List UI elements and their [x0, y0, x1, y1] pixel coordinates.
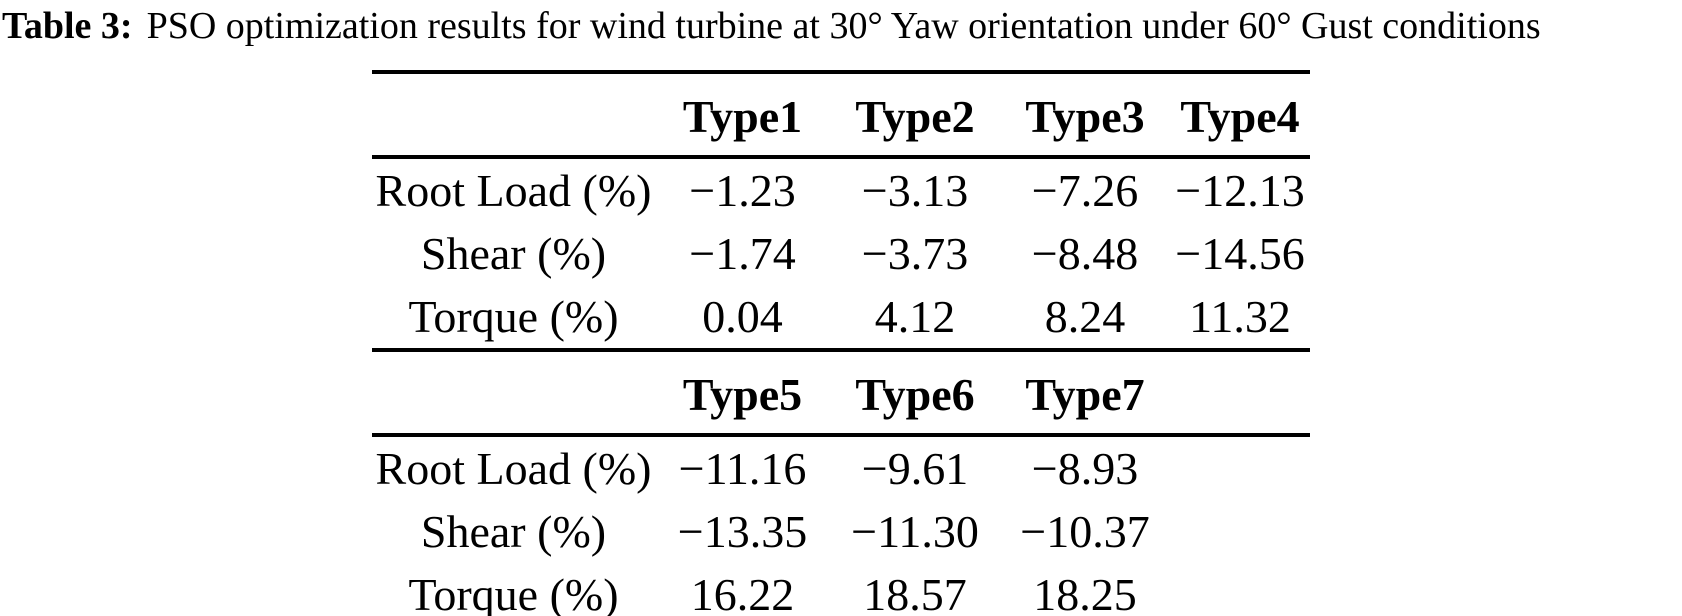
table-caption-label: Table 3:	[2, 5, 133, 47]
table-cell: 18.25	[1033, 569, 1137, 616]
table-cell: 0.04	[702, 291, 783, 342]
row-label: Shear (%)	[420, 506, 607, 557]
column-header-empty	[372, 350, 655, 435]
table-caption-text: PSO optimization results for wind turbin…	[146, 5, 1541, 47]
column-header: Type5	[682, 369, 803, 420]
column-header: Type7	[1025, 369, 1145, 420]
table-cell: −9.61	[861, 443, 969, 494]
table-container: Type1 Type2 Type3 Type4 Root Load (%) −1…	[372, 70, 1310, 616]
table-cell: −10.37	[1020, 506, 1150, 557]
results-table: Type1 Type2 Type3 Type4 Root Load (%) −1…	[372, 70, 1310, 616]
row-label: Torque (%)	[408, 569, 619, 616]
table-cell	[1170, 500, 1310, 563]
row-label: Root Load (%)	[375, 165, 652, 216]
table-row: Shear (%) −1.74 −3.73 −8.48 −14.56	[372, 222, 1310, 285]
table-cell: −13.35	[677, 506, 808, 557]
column-header: Type1	[682, 91, 803, 142]
row-label: Torque (%)	[408, 291, 619, 342]
column-header-empty	[372, 72, 655, 157]
column-header: Type4	[1180, 91, 1300, 142]
column-header: Type2	[855, 91, 975, 142]
table-cell	[1170, 435, 1310, 500]
table-cell: −12.13	[1175, 165, 1305, 216]
table-cell: 4.12	[874, 291, 956, 342]
table-cell: 11.32	[1189, 291, 1291, 342]
table-cell: −3.13	[861, 165, 969, 216]
table-row: Torque (%) 16.22 18.57 18.25	[372, 563, 1310, 616]
column-header-row-2: Type5 Type6 Type7	[372, 350, 1310, 435]
table-row: Shear (%) −13.35 −11.30 −10.37	[372, 500, 1310, 563]
table-caption: Table 3: PSO optimization results for win…	[2, 2, 1541, 50]
column-header	[1170, 350, 1310, 435]
table-cell	[1170, 563, 1310, 616]
table-cell: −11.16	[678, 443, 807, 494]
table-cell: 8.24	[1044, 291, 1126, 342]
table-cell: −8.48	[1031, 228, 1139, 279]
table-cell: 16.22	[690, 569, 795, 616]
table-row: Torque (%) 0.04 4.12 8.24 11.32	[372, 285, 1310, 350]
table-cell: −14.56	[1175, 228, 1305, 279]
table-cell: −3.73	[861, 228, 969, 279]
table-cell: −11.30	[851, 506, 979, 557]
row-label: Root Load (%)	[375, 443, 652, 494]
column-header-row-1: Type1 Type2 Type3 Type4	[372, 72, 1310, 157]
table-cell: −8.93	[1031, 443, 1139, 494]
row-label: Shear (%)	[420, 228, 607, 279]
column-header: Type3	[1025, 91, 1145, 142]
column-header: Type6	[855, 369, 975, 420]
table-row: Root Load (%) −1.23 −3.13 −7.26 −12.13	[372, 157, 1310, 222]
table-row: Root Load (%) −11.16 −9.61 −8.93	[372, 435, 1310, 500]
table-cell: −1.23	[689, 165, 796, 216]
table-cell: 18.57	[863, 569, 967, 616]
table-cell: −1.74	[689, 228, 796, 279]
table-cell: −7.26	[1031, 165, 1139, 216]
